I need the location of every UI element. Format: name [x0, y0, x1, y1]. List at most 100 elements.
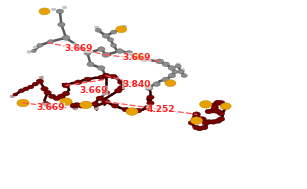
Circle shape	[217, 117, 225, 121]
Circle shape	[205, 120, 212, 124]
Text: 3.669: 3.669	[122, 53, 151, 62]
Circle shape	[52, 8, 56, 11]
Circle shape	[202, 121, 209, 125]
Circle shape	[110, 74, 117, 79]
Circle shape	[190, 117, 203, 124]
Circle shape	[107, 38, 114, 42]
Circle shape	[162, 77, 169, 82]
Circle shape	[181, 69, 185, 71]
Circle shape	[122, 25, 126, 28]
Circle shape	[116, 26, 127, 33]
Circle shape	[118, 86, 125, 90]
Text: 3.669: 3.669	[37, 103, 65, 112]
Circle shape	[124, 83, 128, 85]
Circle shape	[118, 80, 125, 84]
Circle shape	[172, 70, 178, 74]
Circle shape	[217, 101, 225, 105]
Circle shape	[211, 105, 219, 110]
Circle shape	[153, 82, 160, 86]
Circle shape	[200, 125, 208, 130]
Circle shape	[37, 43, 43, 47]
Circle shape	[141, 57, 148, 62]
Circle shape	[73, 103, 80, 107]
Circle shape	[91, 102, 99, 106]
Circle shape	[199, 117, 206, 121]
Circle shape	[57, 94, 65, 99]
Circle shape	[178, 70, 184, 74]
Circle shape	[98, 47, 105, 51]
Circle shape	[150, 103, 154, 105]
Circle shape	[102, 73, 110, 78]
Circle shape	[39, 76, 44, 79]
Circle shape	[111, 30, 117, 34]
Circle shape	[220, 103, 231, 110]
Circle shape	[111, 43, 117, 47]
Circle shape	[176, 63, 180, 66]
Circle shape	[95, 26, 99, 29]
Circle shape	[53, 96, 60, 101]
Circle shape	[102, 99, 110, 104]
Circle shape	[96, 96, 103, 101]
Circle shape	[32, 82, 38, 86]
Circle shape	[31, 50, 36, 53]
Text: 3.840: 3.840	[122, 80, 151, 89]
Circle shape	[44, 90, 51, 95]
Circle shape	[165, 80, 176, 87]
Circle shape	[214, 109, 222, 114]
Circle shape	[192, 112, 200, 117]
Circle shape	[49, 94, 56, 99]
Circle shape	[145, 85, 153, 90]
Circle shape	[199, 117, 203, 119]
Circle shape	[209, 108, 217, 113]
Circle shape	[48, 40, 54, 43]
Text: 3.669: 3.669	[64, 44, 92, 53]
Circle shape	[116, 49, 123, 53]
Circle shape	[102, 34, 110, 38]
Circle shape	[120, 26, 126, 30]
Circle shape	[62, 83, 70, 88]
Circle shape	[211, 103, 219, 107]
Circle shape	[17, 99, 29, 107]
Circle shape	[87, 62, 94, 67]
Circle shape	[70, 104, 77, 108]
Circle shape	[27, 51, 31, 53]
Circle shape	[115, 76, 119, 79]
Circle shape	[28, 85, 34, 89]
Circle shape	[13, 93, 18, 96]
Circle shape	[23, 87, 29, 91]
Circle shape	[193, 125, 200, 130]
Circle shape	[60, 98, 72, 105]
Circle shape	[80, 101, 92, 109]
Circle shape	[200, 101, 212, 108]
Circle shape	[111, 104, 119, 108]
Circle shape	[115, 88, 122, 93]
Text: 4.252: 4.252	[147, 105, 175, 114]
Circle shape	[125, 51, 133, 55]
Circle shape	[102, 90, 110, 95]
Circle shape	[214, 100, 222, 105]
Circle shape	[205, 109, 212, 114]
Circle shape	[221, 103, 227, 107]
Circle shape	[196, 126, 203, 131]
Circle shape	[56, 9, 64, 14]
Circle shape	[168, 66, 176, 70]
Text: 3.669: 3.669	[80, 86, 108, 95]
Circle shape	[133, 53, 144, 60]
Circle shape	[98, 66, 105, 70]
Circle shape	[156, 59, 164, 64]
Circle shape	[78, 104, 85, 108]
Circle shape	[18, 89, 25, 93]
Circle shape	[95, 28, 101, 32]
Circle shape	[162, 62, 169, 67]
Circle shape	[188, 121, 196, 125]
Circle shape	[168, 73, 176, 78]
Circle shape	[220, 101, 225, 103]
Circle shape	[42, 102, 47, 104]
Circle shape	[126, 108, 138, 115]
Circle shape	[33, 46, 37, 49]
Circle shape	[134, 108, 142, 113]
Circle shape	[84, 51, 91, 55]
Circle shape	[36, 79, 44, 84]
Circle shape	[181, 74, 187, 77]
Circle shape	[98, 75, 105, 80]
